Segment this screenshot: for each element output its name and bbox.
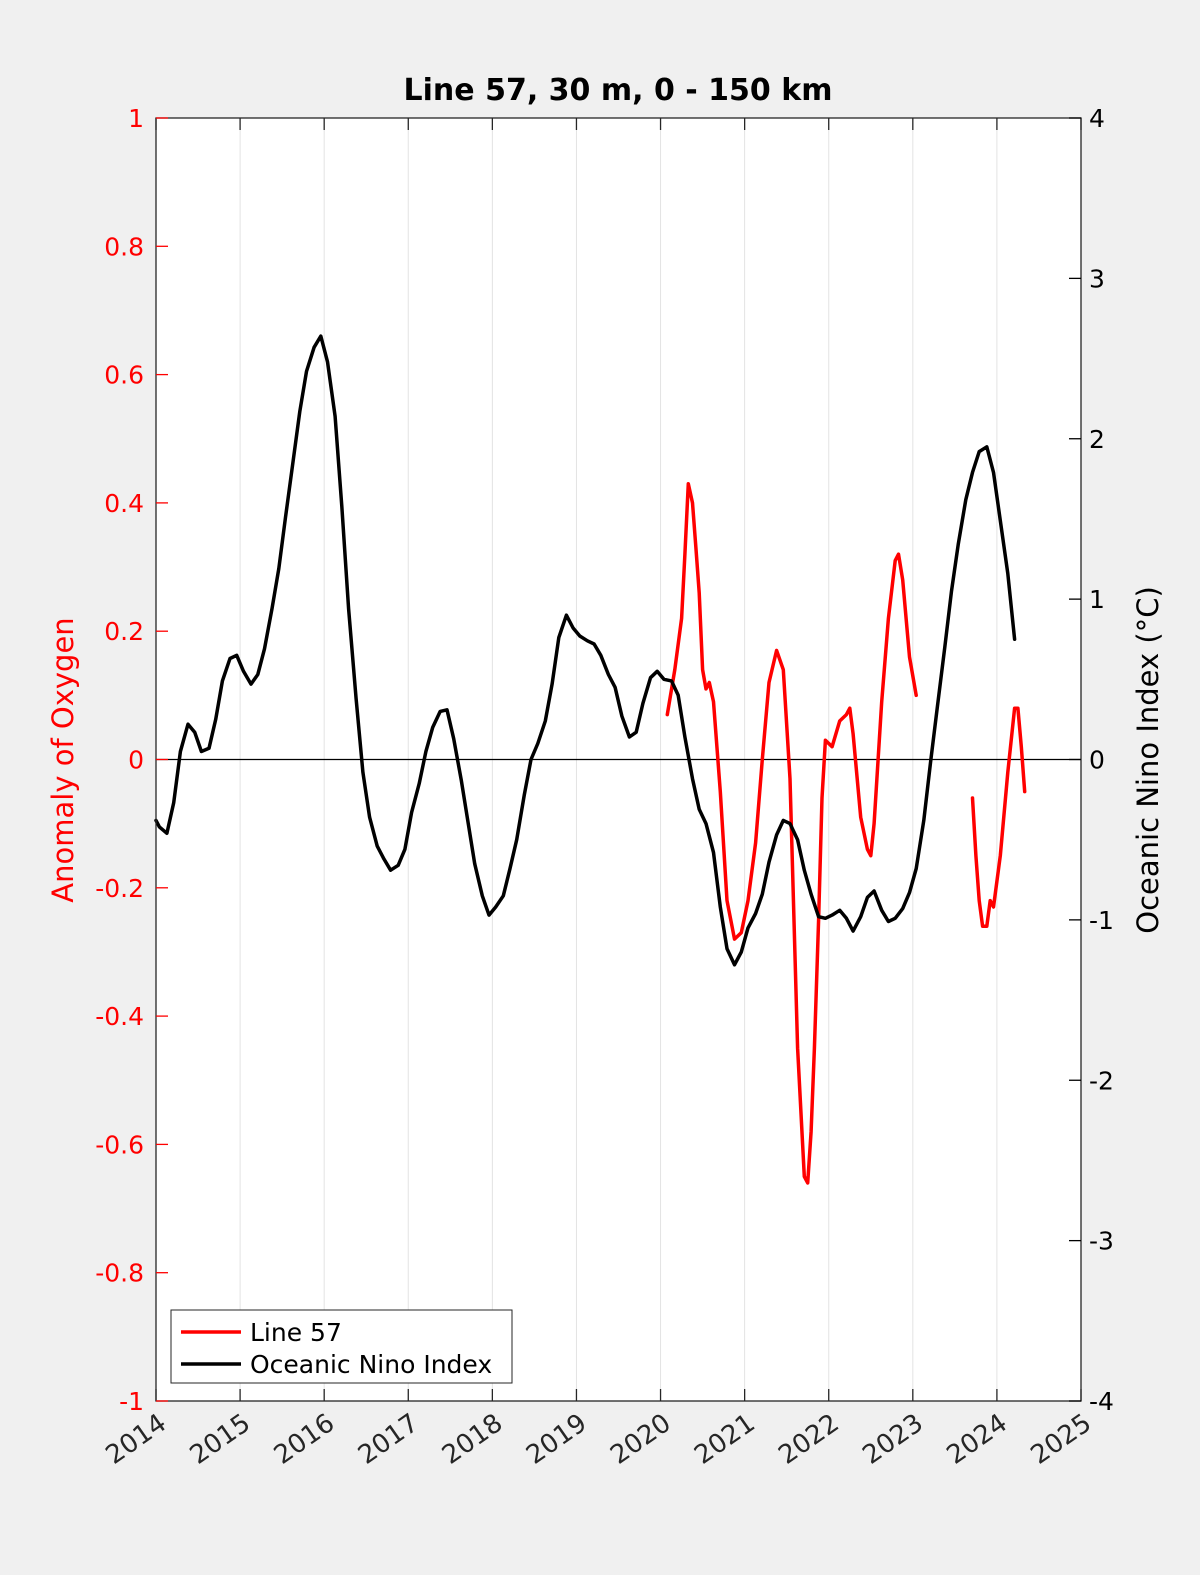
legend: Line 57 Oceanic Nino Index: [170, 1309, 513, 1384]
y-left-tick-label: 0.2: [104, 617, 144, 646]
y-right-tick-label: 1: [1089, 585, 1105, 614]
series-line-oni-segment-0: [154, 334, 1017, 967]
y-right-tick-label: 4: [1089, 104, 1105, 133]
y-axis-label-right: Oceanic Nino Index (°C): [1131, 586, 1165, 934]
x-tick-label: 2020: [605, 1408, 676, 1471]
x-tick-label: 2024: [942, 1408, 1013, 1471]
x-tick-label: 2016: [269, 1408, 340, 1471]
x-tick-label: 2017: [353, 1408, 424, 1471]
y-left-tick-label: -0.4: [95, 1002, 144, 1031]
y-right-tick-label: -2: [1089, 1066, 1114, 1095]
legend-label-line57: Line 57: [250, 1318, 342, 1347]
y-left-tick-label: -0.2: [95, 874, 144, 903]
y-left-tick-label: -1: [119, 1387, 144, 1416]
x-tick-label: 2014: [101, 1408, 172, 1471]
x-tick-label: 2025: [1026, 1408, 1097, 1471]
chart-title: Line 57, 30 m, 0 - 150 km: [404, 73, 833, 108]
y-axis-label-left: Anomaly of Oxygen: [46, 617, 80, 902]
x-tick-label: 2023: [857, 1408, 928, 1471]
x-tick-label: 2021: [689, 1408, 760, 1471]
series-line-line57-segment-0: [665, 481, 918, 1185]
y-left-tick-label: 0.6: [104, 361, 144, 390]
series-group: [154, 334, 1027, 1185]
x-tick-label: 2019: [521, 1408, 592, 1471]
legend-box: [170, 1309, 513, 1384]
x-tick-label: 2018: [437, 1408, 508, 1471]
y-right-tick-label: 2: [1089, 425, 1105, 454]
y-right-tick-label: 0: [1089, 746, 1105, 775]
series-line-line57-segment-1: [970, 706, 1027, 929]
x-tick-label: 2022: [773, 1408, 844, 1471]
y-right-tick-label: 3: [1089, 264, 1105, 293]
y-right-tick-label: -4: [1089, 1387, 1114, 1416]
legend-label-oni: Oceanic Nino Index: [250, 1350, 492, 1379]
y-right-tick-label: -3: [1089, 1227, 1114, 1256]
y-left-tick-label: -0.8: [95, 1259, 144, 1288]
y-left-tick-label: 1: [128, 104, 144, 133]
y-right-tick-label: -1: [1089, 906, 1114, 935]
x-tick-label: 2015: [185, 1408, 256, 1471]
y-left-tick-label: 0.8: [104, 232, 144, 261]
y-left-tick-label: 0: [128, 746, 144, 775]
y-left-tick-label: 0.4: [104, 489, 144, 518]
y-left-tick-label: -0.6: [95, 1130, 144, 1159]
